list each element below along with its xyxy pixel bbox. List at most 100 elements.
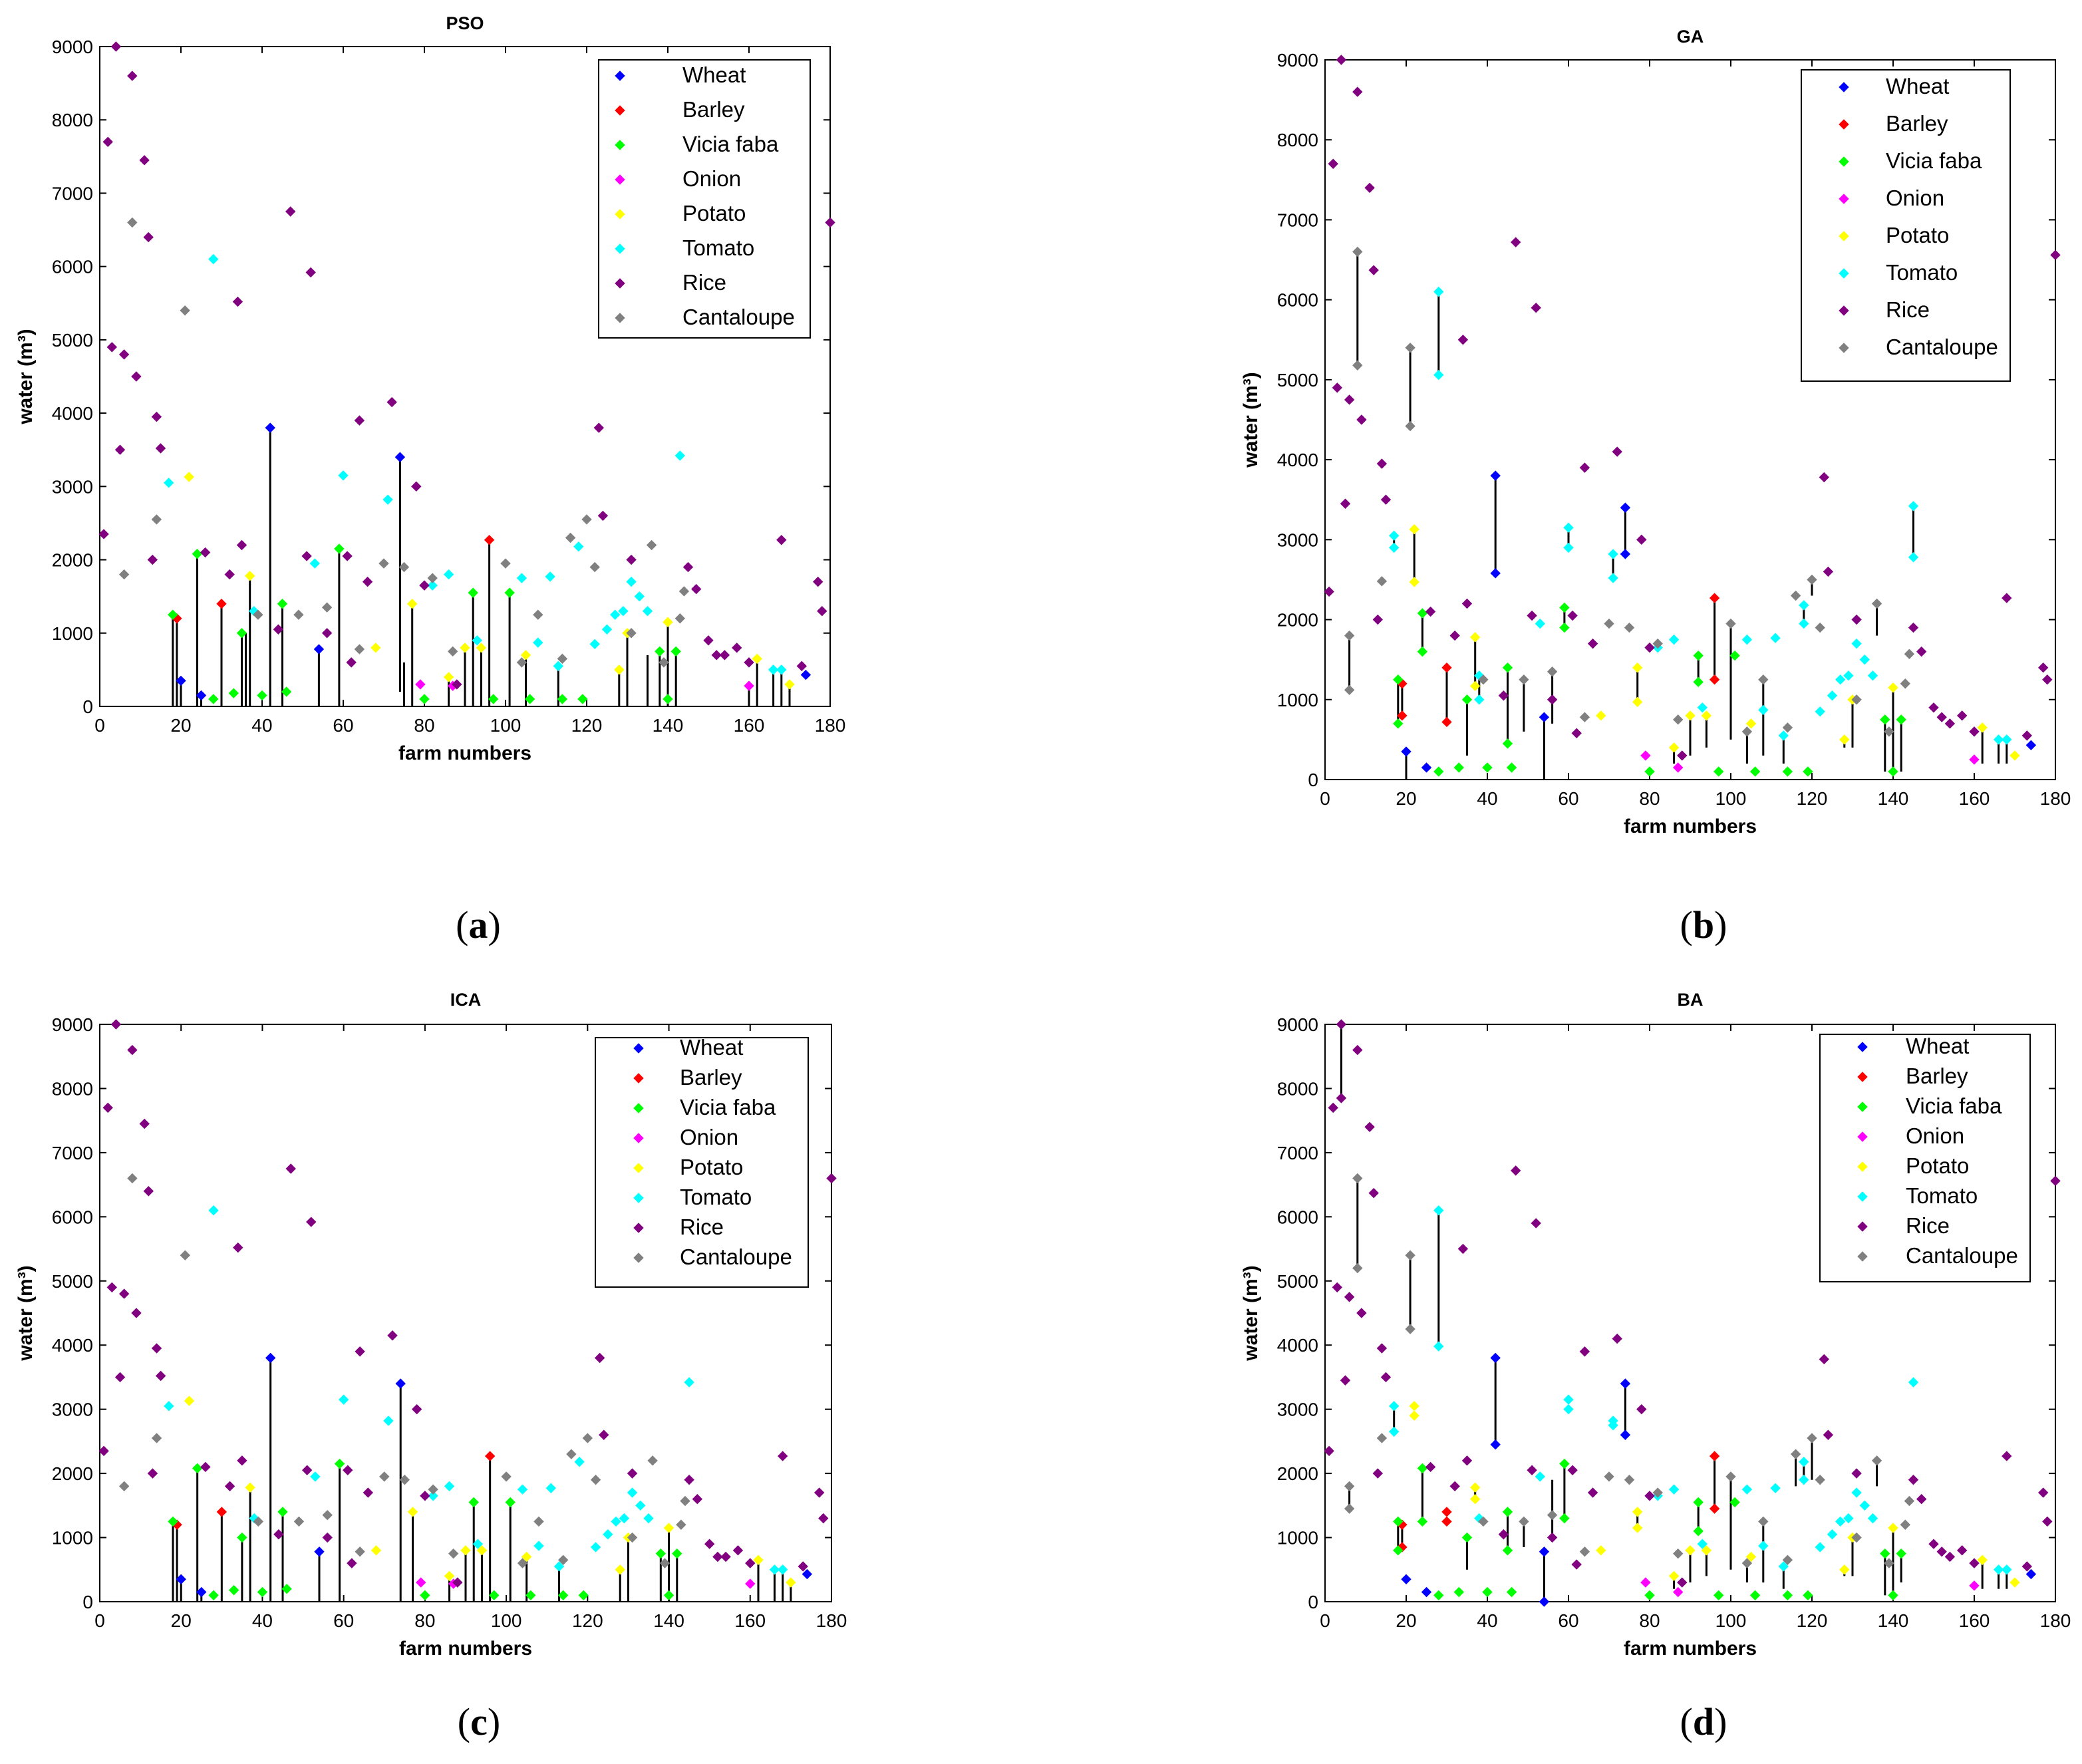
- data-point: [1749, 766, 1761, 777]
- data-point: [1672, 1548, 1684, 1559]
- data-point: [1498, 690, 1509, 701]
- data-point: [1977, 1554, 1988, 1566]
- range-lines: [172, 1358, 792, 1602]
- data-point: [321, 628, 333, 639]
- data-point: [1758, 1516, 1769, 1527]
- data-point: [208, 1590, 219, 1601]
- data-point: [672, 1548, 682, 1559]
- chart-title: PSO: [446, 13, 484, 33]
- data-point: [1977, 722, 1988, 733]
- data-point: [1393, 674, 1404, 685]
- data-point: [1417, 646, 1428, 657]
- data-point: [818, 1513, 829, 1524]
- data-point: [420, 1491, 430, 1501]
- y-tick-label: 5000: [52, 330, 93, 351]
- y-axis-label: water (m³): [15, 329, 37, 424]
- legend-label: Potato: [1906, 1153, 1969, 1178]
- legend-marker: [1857, 1042, 1868, 1052]
- data-point: [1843, 670, 1854, 681]
- data-point: [517, 1558, 528, 1568]
- y-tick-label: 1000: [1277, 1528, 1318, 1548]
- legend-label: Wheat: [680, 1035, 743, 1060]
- data-point: [131, 1308, 142, 1318]
- data-point: [516, 573, 527, 583]
- x-tick-label: 20: [171, 1610, 192, 1631]
- data-point: [1490, 1439, 1501, 1450]
- data-point: [1563, 522, 1574, 533]
- data-point: [383, 1415, 394, 1426]
- data-point: [690, 583, 702, 595]
- data-point: [798, 1561, 808, 1572]
- data-point: [265, 1352, 276, 1364]
- x-tick-label: 60: [1558, 788, 1578, 809]
- x-tick-label: 40: [252, 1610, 273, 1631]
- data-point: [2002, 1564, 2012, 1575]
- data-point: [379, 1471, 390, 1482]
- data-point: [1709, 1451, 1720, 1461]
- data-point: [684, 1475, 694, 1485]
- data-point: [1969, 1558, 1980, 1568]
- legend-label: Tomato: [680, 1185, 752, 1209]
- series-wheat: [1401, 1352, 2037, 1607]
- data-point: [1502, 738, 1513, 749]
- data-point: [355, 1546, 365, 1557]
- data-point: [609, 609, 621, 620]
- data-point: [1417, 608, 1428, 619]
- data-point: [1827, 1529, 1838, 1540]
- data-point: [1344, 1292, 1355, 1302]
- series-vicia-faba: [168, 1458, 682, 1601]
- data-point: [1851, 614, 1862, 625]
- data-point: [1356, 1308, 1367, 1318]
- data-point: [1790, 590, 1801, 601]
- legend-marker: [1839, 305, 1849, 316]
- y-tick-label: 2000: [1277, 1463, 1318, 1484]
- data-point: [1790, 1449, 1801, 1459]
- data-point: [378, 558, 389, 569]
- data-point: [1336, 55, 1347, 65]
- data-point: [1612, 446, 1622, 457]
- data-point: [1677, 1577, 1688, 1588]
- x-tick-label: 60: [333, 715, 353, 736]
- data-point: [1640, 750, 1651, 761]
- legend-marker: [615, 278, 625, 289]
- chart-title: BA: [1678, 990, 1704, 1010]
- data-point: [1944, 718, 1956, 729]
- data-point: [1433, 1205, 1444, 1216]
- data-point: [1409, 523, 1419, 535]
- data-point: [703, 635, 714, 646]
- data-point: [224, 569, 235, 580]
- legend-label: Tomato: [682, 235, 754, 260]
- data-point: [1758, 674, 1769, 685]
- data-point: [1571, 1559, 1582, 1570]
- data-point: [1328, 1102, 1338, 1113]
- data-point: [1859, 1500, 1870, 1511]
- data-point: [314, 1546, 325, 1557]
- data-point: [244, 571, 255, 581]
- data-point: [1425, 1461, 1436, 1473]
- data-point: [301, 1465, 313, 1475]
- series-vicia-faba: [168, 543, 681, 704]
- data-point: [347, 1558, 357, 1568]
- data-point: [1571, 728, 1582, 738]
- data-point: [1372, 1468, 1384, 1479]
- data-point: [578, 1590, 589, 1601]
- data-point: [1441, 662, 1452, 673]
- data-point: [1563, 1403, 1574, 1415]
- data-point: [1608, 573, 1618, 583]
- data-point: [147, 554, 158, 565]
- data-point: [674, 450, 686, 461]
- data-point: [704, 1539, 715, 1549]
- data-point: [1332, 382, 1343, 393]
- data-point: [1749, 1590, 1761, 1601]
- data-point: [1867, 670, 1878, 681]
- data-point: [825, 217, 835, 228]
- data-point: [184, 472, 194, 482]
- legend: Wheat Barley Vicia faba Onion Potato Tomato Ri…: [1801, 69, 2011, 382]
- data-point: [151, 1433, 162, 1443]
- data-point: [1433, 286, 1444, 297]
- data-point: [1640, 1577, 1651, 1588]
- subfigure-caption: (d): [1680, 1700, 1727, 1743]
- data-point: [293, 1516, 305, 1527]
- data-point: [601, 624, 613, 635]
- data-point: [131, 371, 142, 382]
